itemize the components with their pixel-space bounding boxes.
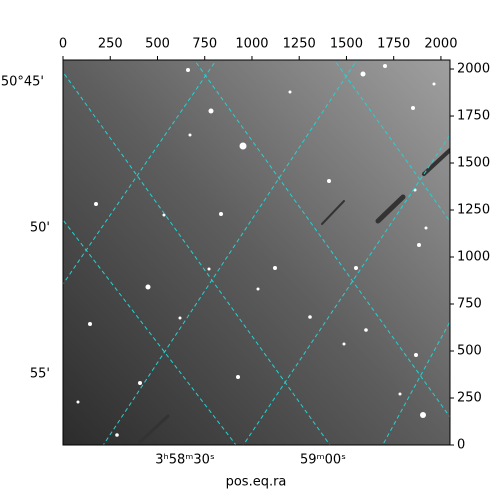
y-tick-label: 250 [457, 391, 482, 406]
x-tick-label: 500 [145, 37, 170, 52]
y-tick-label: 0 [457, 438, 465, 453]
dec-tick-label: 50' [30, 221, 50, 236]
grid-line [102, 60, 358, 445]
dec-tick-label: 55' [30, 367, 50, 382]
x-tick-label: 250 [98, 37, 123, 52]
x-axis-label: pos.eq.ra [226, 475, 287, 490]
x-tick-label: 750 [192, 37, 217, 52]
y-tick-label: 1000 [457, 250, 490, 265]
streaks [138, 148, 450, 444]
grid-line [63, 200, 64, 201]
sky-image [63, 60, 450, 445]
axes-frame [62, 59, 451, 446]
grid-line [242, 134, 450, 445]
grid-line [193, 60, 450, 418]
dec-tick-label: 50°45' [1, 75, 44, 90]
image [63, 60, 450, 445]
x-tick-label: 0 [59, 37, 67, 52]
wcs-grid [63, 60, 450, 445]
y-tick-label: 1250 [457, 203, 490, 218]
y-tick-label: 750 [457, 297, 482, 312]
ra-tick-label: 3ʰ58ᵐ30ˢ [155, 453, 215, 468]
ra-tick-label: 59ᵐ00ˢ [300, 453, 346, 468]
x-tick-label: 1500 [330, 37, 363, 52]
stars [76, 64, 436, 437]
y-tick-label: 500 [457, 344, 482, 359]
y-tick-label: 1500 [457, 156, 490, 171]
y-tick-label: 1750 [457, 109, 490, 124]
x-tick-label: 1250 [283, 37, 316, 52]
y-tick-label: 2000 [457, 62, 490, 77]
x-tick-label: 1750 [377, 37, 410, 52]
x-tick-label: 1000 [235, 37, 268, 52]
x-tick-label: 2000 [424, 37, 457, 52]
grid-line [63, 71, 331, 445]
